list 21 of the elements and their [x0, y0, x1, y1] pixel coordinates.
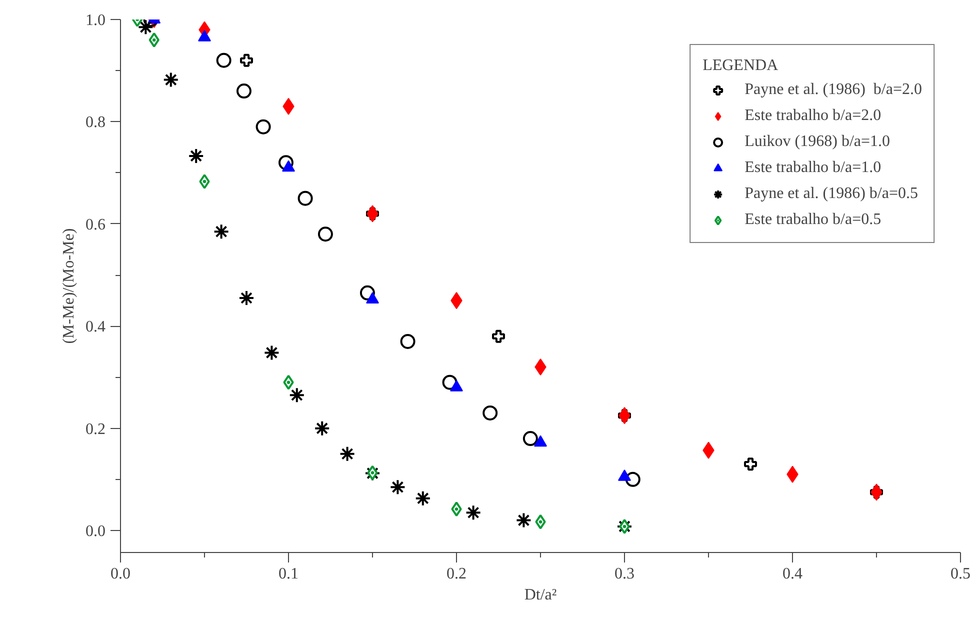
x-tick-label: 0.2: [446, 566, 466, 582]
legend-label: Este trabalho b/a=2.0: [744, 107, 882, 125]
y-axis-title: (M-Me)/(Mo-Me): [60, 228, 78, 344]
y-tick-label: 1.0: [86, 12, 106, 29]
y-tick-label: 0.2: [86, 420, 106, 438]
legend-label: Payne et al. (1986) b/a=2.0: [744, 81, 922, 99]
y-tick-label: 0.4: [86, 318, 106, 336]
x-tick-label: 0.1: [278, 566, 298, 582]
legend-label: Este trabalho b/a=1.0: [744, 159, 882, 177]
y-tick-label: 0.6: [86, 216, 106, 234]
x-axis-title: Dt/a²: [524, 586, 557, 604]
y-tick-label: 0.0: [86, 523, 106, 540]
legend-title: LEGENDA: [702, 57, 780, 75]
x-tick-label: 0.3: [614, 566, 634, 582]
x-tick-label: 0.5: [950, 566, 970, 582]
x-tick-label: 0.0: [110, 566, 130, 582]
x-tick-label: 0.4: [782, 566, 802, 582]
legend-label: Payne et al. (1986) b/a=0.5: [744, 185, 918, 203]
legend-label: Luikov (1968) b/a=1.0: [744, 133, 890, 151]
legend-label: Este trabalho b/a=0.5: [744, 211, 882, 229]
y-tick-label: 0.8: [86, 114, 106, 132]
